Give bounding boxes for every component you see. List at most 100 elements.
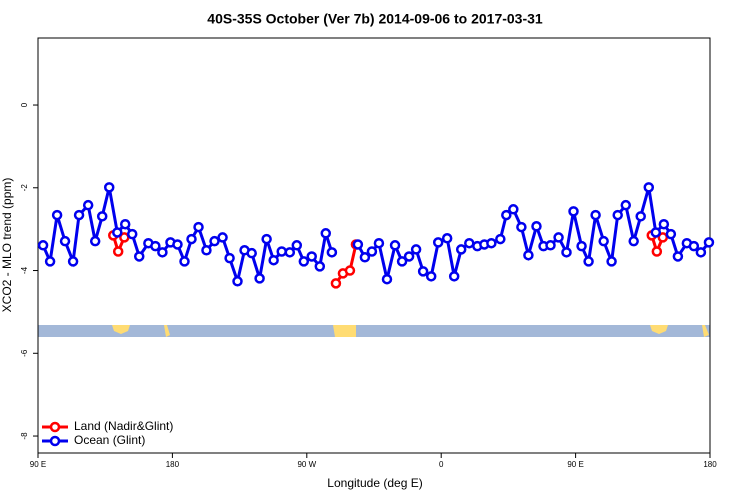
data-point — [276, 246, 287, 257]
data-point — [254, 273, 265, 284]
data-point — [284, 247, 296, 258]
data-point — [568, 206, 579, 217]
data-point — [330, 278, 342, 289]
data-point — [425, 271, 437, 282]
data-point — [73, 209, 85, 221]
data-point — [441, 233, 453, 244]
data-point — [37, 240, 49, 251]
data-point — [650, 227, 662, 238]
data-point — [373, 237, 385, 249]
legend-label: Land (Nadir&Glint) — [74, 419, 173, 433]
y-axis-label: XCO2 - MLO trend (ppm) — [0, 178, 14, 313]
y-tick-label: -2 — [20, 184, 29, 192]
data-point — [344, 265, 356, 276]
data-point — [448, 271, 460, 282]
data-point — [103, 182, 115, 193]
legend-label: Ocean (Glint) — [74, 433, 145, 447]
data-point — [606, 256, 617, 267]
y-tick-label: -6 — [20, 349, 29, 357]
data-point — [112, 227, 123, 238]
data-point — [232, 276, 243, 287]
data-point — [44, 256, 56, 267]
data-point — [157, 247, 168, 258]
data-point — [59, 235, 71, 247]
data-point — [150, 240, 161, 252]
data-point — [658, 218, 670, 230]
land — [164, 325, 170, 337]
data-point — [553, 232, 564, 243]
chart-title: 40S-35S October (Ver 7b) 2014-09-06 to 2… — [207, 11, 543, 27]
legend-marker — [49, 435, 61, 447]
x-tick-label: 90 W — [297, 460, 316, 469]
data-point — [186, 233, 197, 245]
data-point — [612, 209, 623, 221]
x-axis-label: Longitude (deg E) — [327, 476, 422, 490]
data-point — [381, 273, 393, 285]
data-point — [89, 235, 101, 247]
data-point — [268, 254, 279, 266]
data-point — [501, 209, 512, 221]
data-point — [703, 237, 715, 248]
data-point — [672, 251, 684, 262]
data-point — [523, 249, 534, 261]
legend-marker — [49, 421, 61, 433]
data-point — [82, 199, 94, 211]
data-point — [432, 237, 444, 248]
data-point — [366, 246, 378, 257]
data-point — [389, 240, 401, 251]
data-point — [306, 251, 317, 262]
data-point — [576, 240, 587, 252]
data-point — [531, 221, 542, 232]
data-point — [403, 251, 415, 262]
data-point — [628, 235, 639, 247]
data-point — [298, 256, 310, 267]
data-point — [590, 209, 601, 221]
data-point — [495, 233, 506, 245]
data-point — [417, 266, 429, 277]
y-tick-label: -8 — [20, 432, 29, 440]
data-point — [688, 240, 700, 252]
data-point — [651, 246, 663, 257]
x-tick-label: 0 — [439, 460, 444, 469]
data-point — [320, 228, 332, 239]
data-point — [291, 240, 303, 251]
y-tick-label: 0 — [20, 102, 29, 107]
x-tick-label: 90 E — [567, 460, 583, 469]
data-point — [217, 232, 228, 243]
data-point — [620, 199, 632, 211]
x-tick-label: 180 — [703, 460, 717, 469]
data-point — [112, 246, 124, 257]
data-point — [665, 228, 677, 240]
land — [333, 325, 356, 337]
plot-frame — [37, 37, 711, 454]
data-point — [96, 211, 108, 222]
land — [702, 325, 709, 337]
data-point — [246, 247, 257, 259]
data-point — [352, 239, 364, 250]
data-point — [261, 233, 272, 245]
data-point — [133, 251, 145, 262]
data-point — [464, 237, 475, 249]
data-point — [455, 244, 467, 255]
data-point — [179, 256, 190, 267]
data-point — [172, 239, 183, 250]
data-point — [410, 244, 422, 255]
ocean-strip — [38, 325, 710, 337]
data-point — [635, 211, 646, 222]
map-strip — [38, 325, 710, 337]
data-point — [598, 235, 609, 247]
data-point — [396, 256, 408, 267]
data-point — [695, 247, 707, 258]
data-point — [201, 245, 212, 256]
data-point — [193, 221, 204, 233]
land — [112, 325, 130, 334]
data-point — [561, 247, 572, 258]
data-point — [119, 218, 131, 230]
data-point — [508, 204, 519, 215]
x-tick-label: 180 — [166, 460, 180, 469]
data-point — [643, 182, 655, 193]
y-tick-label: -4 — [20, 266, 29, 274]
land — [650, 325, 668, 334]
data-point — [314, 261, 326, 272]
